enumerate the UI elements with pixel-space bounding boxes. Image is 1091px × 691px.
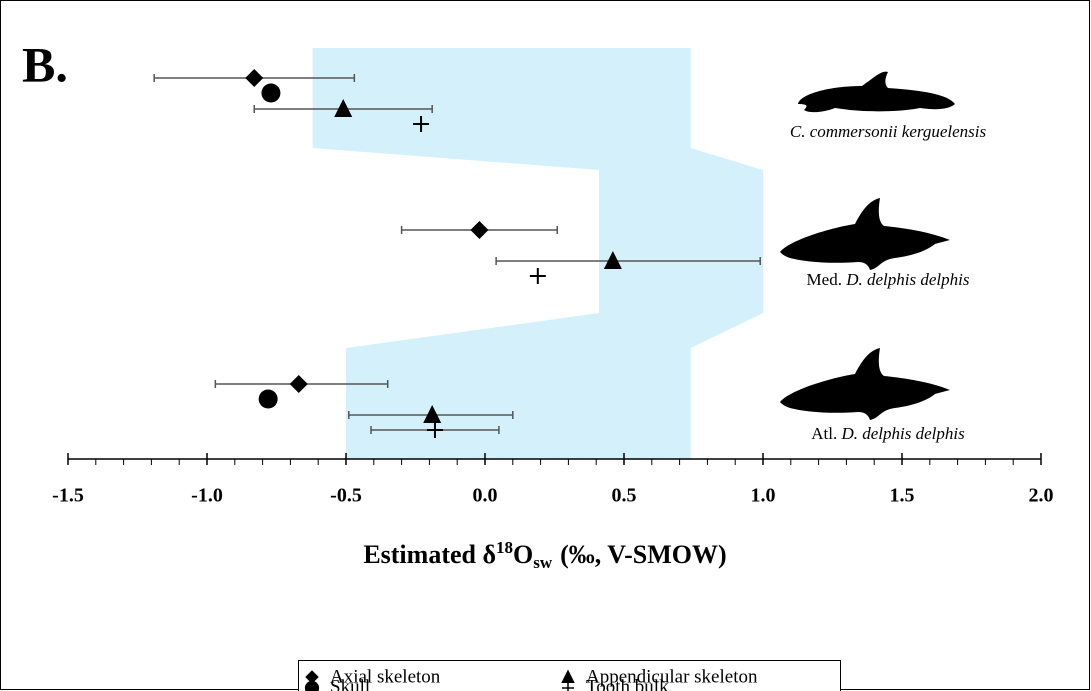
x-title-part: (‰, V-SMOW) <box>560 540 727 569</box>
x-title-part: Estimated δ <box>363 540 496 569</box>
x-tick-label: -1.0 <box>191 485 223 507</box>
x-title-sub: sw <box>533 553 553 572</box>
x-tick-label: 0.5 <box>612 485 637 507</box>
x-tick-label: -0.5 <box>330 485 362 507</box>
page: {"chart_data": {"type": "dotplot", "titl… <box>0 0 1091 691</box>
x-tick-label: 1.0 <box>751 485 776 507</box>
group-label: Med. D. delphis delphis <box>807 270 970 289</box>
x-title-sup: 18 <box>496 538 513 557</box>
group-prefix: Med. <box>807 270 842 289</box>
group-species: D. delphis delphis <box>845 270 970 289</box>
chart: B. Estimated δ18Osw(‰, V-SMOW) Axial ske… <box>0 0 1091 691</box>
circle-marker <box>261 84 280 103</box>
x-tick-label: -1.5 <box>52 485 84 507</box>
group-label: Atl. D. delphis delphis <box>811 424 965 443</box>
group-prefix: Atl. <box>811 424 837 443</box>
legend-label: Skull <box>330 676 370 691</box>
x-title-part: O <box>513 540 533 569</box>
panel-label: B. <box>22 36 68 92</box>
group-label: C. commersonii kerguelensis <box>790 122 987 141</box>
x-tick-label: 0.0 <box>473 485 498 507</box>
legend-label: Tooth bulk <box>586 676 669 691</box>
circle-marker <box>259 390 278 409</box>
group-species: C. commersonii kerguelensis <box>790 122 987 141</box>
group-species: D. delphis delphis <box>840 424 965 443</box>
x-tick-label: 1.5 <box>890 485 915 507</box>
x-tick-label: 2.0 <box>1029 485 1054 507</box>
